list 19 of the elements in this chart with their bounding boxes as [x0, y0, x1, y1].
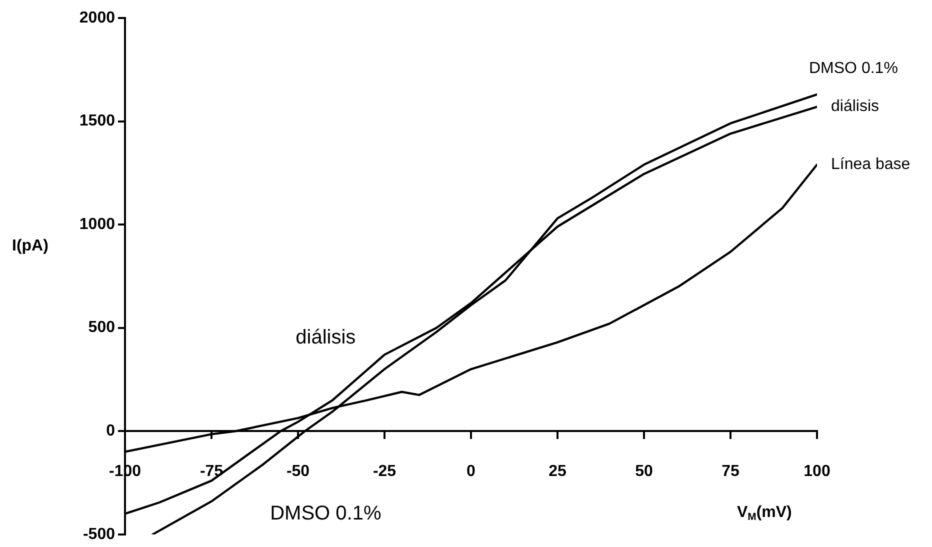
annotation: DMSO 0.1% [270, 502, 382, 524]
annotation: diálisis [296, 326, 356, 349]
x-tick-label: 75 [722, 463, 740, 480]
y-tick-label: 2000 [79, 9, 116, 26]
x-tick-label: 0 [466, 463, 476, 480]
x-tick-label: 100 [804, 463, 830, 480]
y-tick-label: 0 [106, 422, 116, 440]
series-label: Línea base [831, 156, 910, 174]
series-label: diálisis [831, 98, 880, 116]
y-tick-label: 1500 [79, 112, 116, 130]
y-axis-title: I(pA) [12, 238, 48, 255]
y-tick-label: -500 [82, 526, 116, 543]
x-tick-label: 50 [635, 463, 653, 480]
x-tick-label: -50 [286, 463, 310, 480]
series-label: DMSO 0.1% [809, 60, 898, 78]
x-tick-label: 25 [548, 463, 566, 480]
x-tick-label: -25 [372, 463, 396, 480]
y-tick-label: 500 [88, 319, 116, 336]
y-tick-label: 1000 [79, 216, 116, 233]
